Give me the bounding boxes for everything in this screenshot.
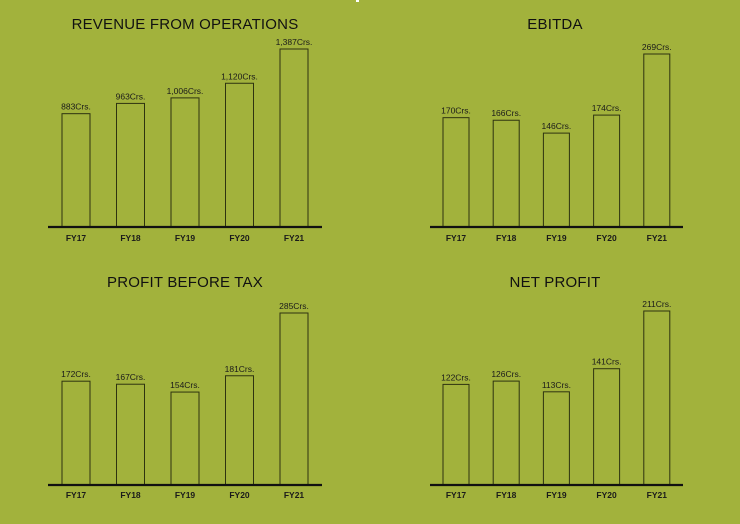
bar-fy17 xyxy=(61,380,91,486)
value-label: 269Crs. xyxy=(642,42,672,52)
profit-before-tax-chart-panel: PROFIT BEFORE TAX 172Crs. FY17 167Crs. FY18… xyxy=(0,262,370,524)
value-label: 122Crs. xyxy=(441,372,471,382)
category-label: FY18 xyxy=(120,233,141,243)
value-label: 146Crs. xyxy=(542,121,572,131)
category-label: FY18 xyxy=(120,490,141,500)
chart-title: PROFIT BEFORE TAX xyxy=(107,274,263,291)
category-label: FY19 xyxy=(175,233,196,243)
bar-fy18 xyxy=(492,380,520,486)
category-label: FY17 xyxy=(66,233,87,243)
value-label: 1,006Crs. xyxy=(167,86,204,96)
bar-fy18 xyxy=(492,119,520,228)
category-label: FY17 xyxy=(446,490,467,500)
bar-fy19 xyxy=(542,391,570,486)
category-label: FY21 xyxy=(647,490,668,500)
category-label: FY20 xyxy=(229,490,250,500)
bar-fy21 xyxy=(279,48,309,228)
bar-fy18 xyxy=(116,383,145,486)
profit-before-tax-chart: 172Crs. FY17 167Crs. FY18 154Crs. FY19 181Crs.… xyxy=(48,301,322,500)
value-label: 883Crs. xyxy=(61,102,91,112)
bar-fy20 xyxy=(593,368,621,486)
value-label: 963Crs. xyxy=(116,91,146,101)
category-label: FY20 xyxy=(596,490,617,500)
ebitda-chart-panel: EBITDA 170Crs. FY17 166Crs. FY18 146Crs. FY19… xyxy=(370,0,740,262)
bar-fy21 xyxy=(643,53,671,228)
chart-title: REVENUE FROM OPERATIONS xyxy=(71,16,299,33)
value-label: 181Crs. xyxy=(225,364,255,374)
value-label: 166Crs. xyxy=(491,108,521,118)
bar-fy17 xyxy=(442,383,470,486)
category-label: FY17 xyxy=(66,490,87,500)
net-profit-chart: 122Crs. FY17 126Crs. FY18 113Crs. FY19 141Crs.… xyxy=(430,299,683,500)
value-label: 167Crs. xyxy=(116,372,146,382)
category-label: FY20 xyxy=(596,233,617,243)
chart-title: NET PROFIT xyxy=(509,274,601,291)
category-label: FY17 xyxy=(446,233,467,243)
value-label: 285Crs. xyxy=(279,301,309,311)
bar-fy17 xyxy=(61,113,91,228)
category-label: FY18 xyxy=(496,490,517,500)
value-label: 174Crs. xyxy=(592,103,622,113)
value-label: 113Crs. xyxy=(542,380,571,390)
category-label: FY21 xyxy=(284,490,305,500)
category-label: FY19 xyxy=(546,233,567,243)
bar-fy21 xyxy=(643,310,671,486)
bar-fy20 xyxy=(593,114,621,228)
ebitda-chart: 170Crs. FY17 166Crs. FY18 146Crs. FY19 174Crs.… xyxy=(430,42,683,243)
category-label: FY20 xyxy=(229,233,250,243)
value-label: 154Crs. xyxy=(170,380,200,390)
value-label: 1,387Crs. xyxy=(276,37,313,47)
category-label: FY21 xyxy=(284,233,305,243)
bar-fy18 xyxy=(116,102,145,228)
bar-fy17 xyxy=(442,117,470,228)
bar-fy19 xyxy=(170,391,200,486)
category-label: FY19 xyxy=(546,490,567,500)
category-label: FY21 xyxy=(647,233,668,243)
value-label: 172Crs. xyxy=(61,369,91,379)
net-profit-chart-panel: NET PROFIT 122Crs. FY17 126Crs. FY18 113Crs.… xyxy=(370,262,740,524)
bar-fy20 xyxy=(225,82,254,228)
bar-fy21 xyxy=(279,312,309,486)
category-label: FY18 xyxy=(496,233,517,243)
bar-fy20 xyxy=(225,375,254,486)
revenue-chart-panel: REVENUE FROM OPERATIONS 883Crs. FY17 963Cr… xyxy=(0,0,370,262)
chart-title: EBITDA xyxy=(527,16,583,33)
value-label: 211Crs. xyxy=(642,299,671,309)
top-marker xyxy=(356,0,359,2)
bar-fy19 xyxy=(542,132,570,228)
revenue-chart: 883Crs. FY17 963Crs. FY18 1,006Crs. FY19 1,120… xyxy=(48,37,322,243)
value-label: 141Crs. xyxy=(592,357,622,367)
value-label: 126Crs. xyxy=(491,369,521,379)
category-label: FY19 xyxy=(175,490,196,500)
value-label: 170Crs. xyxy=(441,106,471,116)
bar-fy19 xyxy=(170,97,200,228)
value-label: 1,120Crs. xyxy=(221,71,258,81)
